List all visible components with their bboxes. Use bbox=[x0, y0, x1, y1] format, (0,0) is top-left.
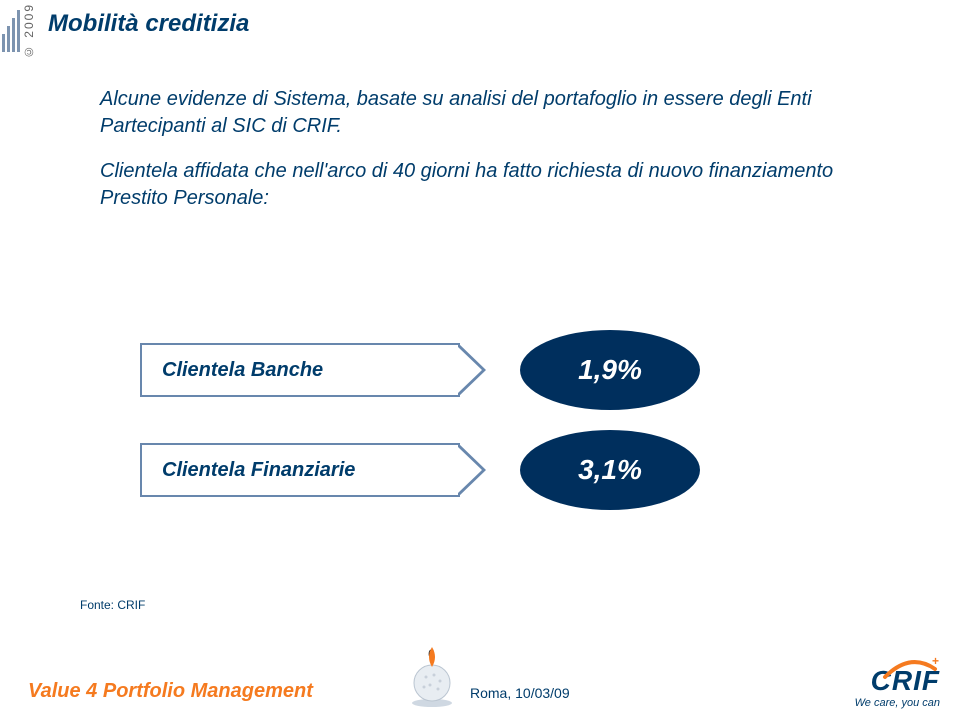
golfball-icon bbox=[410, 647, 454, 707]
sidebar-year-marker: © 2009 bbox=[0, 0, 28, 62]
paragraph-1: Alcune evidenze di Sistema, basate su an… bbox=[100, 86, 860, 140]
decorative-bars bbox=[2, 10, 20, 52]
footer-date: Roma, 10/03/09 bbox=[470, 685, 570, 701]
copyright-year: © 2009 bbox=[22, 3, 36, 59]
logo-tagline: We care, you can bbox=[855, 697, 940, 709]
body-text: Alcune evidenze di Sistema, basate su an… bbox=[100, 86, 860, 230]
svg-text:+: + bbox=[932, 657, 939, 668]
stat-label-banche: Clientela Banche bbox=[140, 343, 460, 397]
footer-title: Value 4 Portfolio Management bbox=[28, 680, 313, 703]
stat-value-banche: 1,9% bbox=[520, 330, 700, 410]
paragraph-2: Clientela affidata che nell'arco di 40 g… bbox=[100, 158, 860, 212]
slide-title: Mobilità creditizia bbox=[48, 10, 249, 38]
stat-label-finanziarie: Clientela Finanziarie bbox=[140, 443, 460, 497]
footer: Value 4 Portfolio Management 6 Roma, 10/… bbox=[0, 647, 960, 717]
crif-logo: + CRIF We care, you can bbox=[855, 665, 940, 709]
stat-row-banche: Clientela Banche 1,9% bbox=[140, 330, 700, 410]
stat-value-finanziarie: 3,1% bbox=[520, 430, 700, 510]
stat-row-finanziarie: Clientela Finanziarie 3,1% bbox=[140, 430, 700, 510]
source-label: Fonte: CRIF bbox=[80, 598, 145, 612]
logo-swoosh-icon: + bbox=[880, 657, 940, 685]
